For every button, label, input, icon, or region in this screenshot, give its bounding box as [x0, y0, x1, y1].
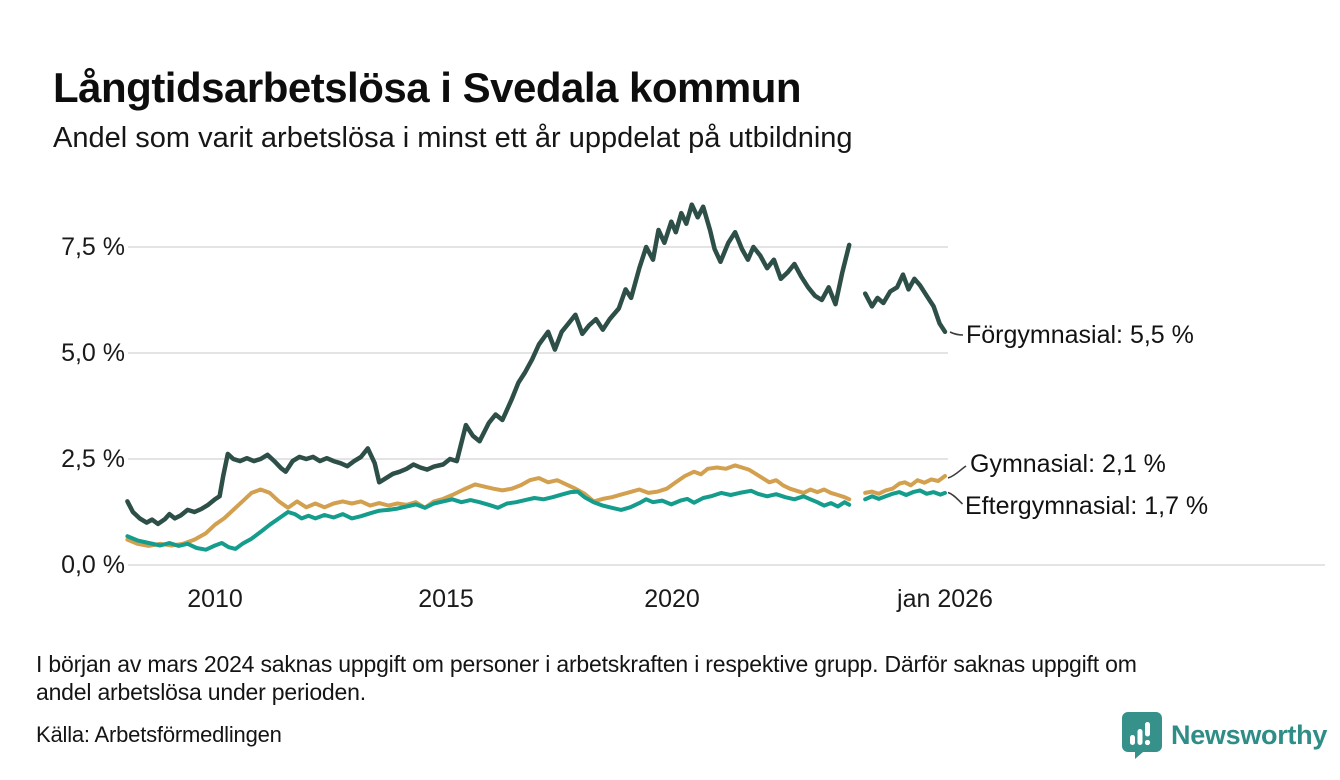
series-annotation-forgymnasial: Förgymnasial: 5,5 %: [966, 321, 1194, 349]
y-axis-tick-7-5: 7,5 %: [61, 233, 125, 261]
annotation-leader-lines: [947, 331, 967, 505]
x-axis-tick-2020: 2020: [644, 585, 700, 613]
x-axis-tick-2010: 2010: [187, 585, 243, 613]
chart-title: Långtidsarbetslösa i Svedala kommun: [53, 64, 802, 112]
chart-footnote: I början av mars 2024 saknas uppgift om …: [36, 650, 1137, 706]
y-axis-tick-0-0: 0,0 %: [61, 551, 125, 579]
y-axis-tick-5-0: 5,0 %: [61, 339, 125, 367]
leader-forgymnasial: [949, 331, 964, 336]
footnote-line-1: I början av mars 2024 saknas uppgift om …: [36, 651, 1137, 677]
series-line-eftergymnasial: [125, 488, 947, 552]
series-lines: [125, 202, 948, 552]
footnote-line-2: andel arbetslösa under perioden.: [36, 679, 366, 705]
series-annotation-eftergymnasial: Eftergymnasial: 1,7 %: [965, 492, 1209, 520]
series-annotation-gymnasial: Gymnasial: 2,1 %: [970, 450, 1166, 478]
leader-gymnasial: [947, 465, 967, 479]
series-line-gymnasial: [125, 463, 947, 548]
source-label: Källa: Arbetsförmedlingen: [36, 722, 282, 747]
x-axis-tick-jan-2026: jan 2026: [897, 585, 993, 613]
newsworthy-logo-text: Newsworthy: [1171, 720, 1328, 750]
newsworthy-logo: Newsworthy: [1122, 712, 1327, 759]
x-axis-tick-2015: 2015: [418, 585, 474, 613]
newsworthy-logo-icon: [1122, 712, 1162, 759]
y-axis-tick-2-5: 2,5 %: [61, 445, 125, 473]
chart-subtitle: Andel som varit arbetslösa i minst ett å…: [53, 122, 853, 154]
leader-eftergymnasial: [947, 491, 964, 505]
series-line-förgymnasial: [125, 202, 948, 527]
